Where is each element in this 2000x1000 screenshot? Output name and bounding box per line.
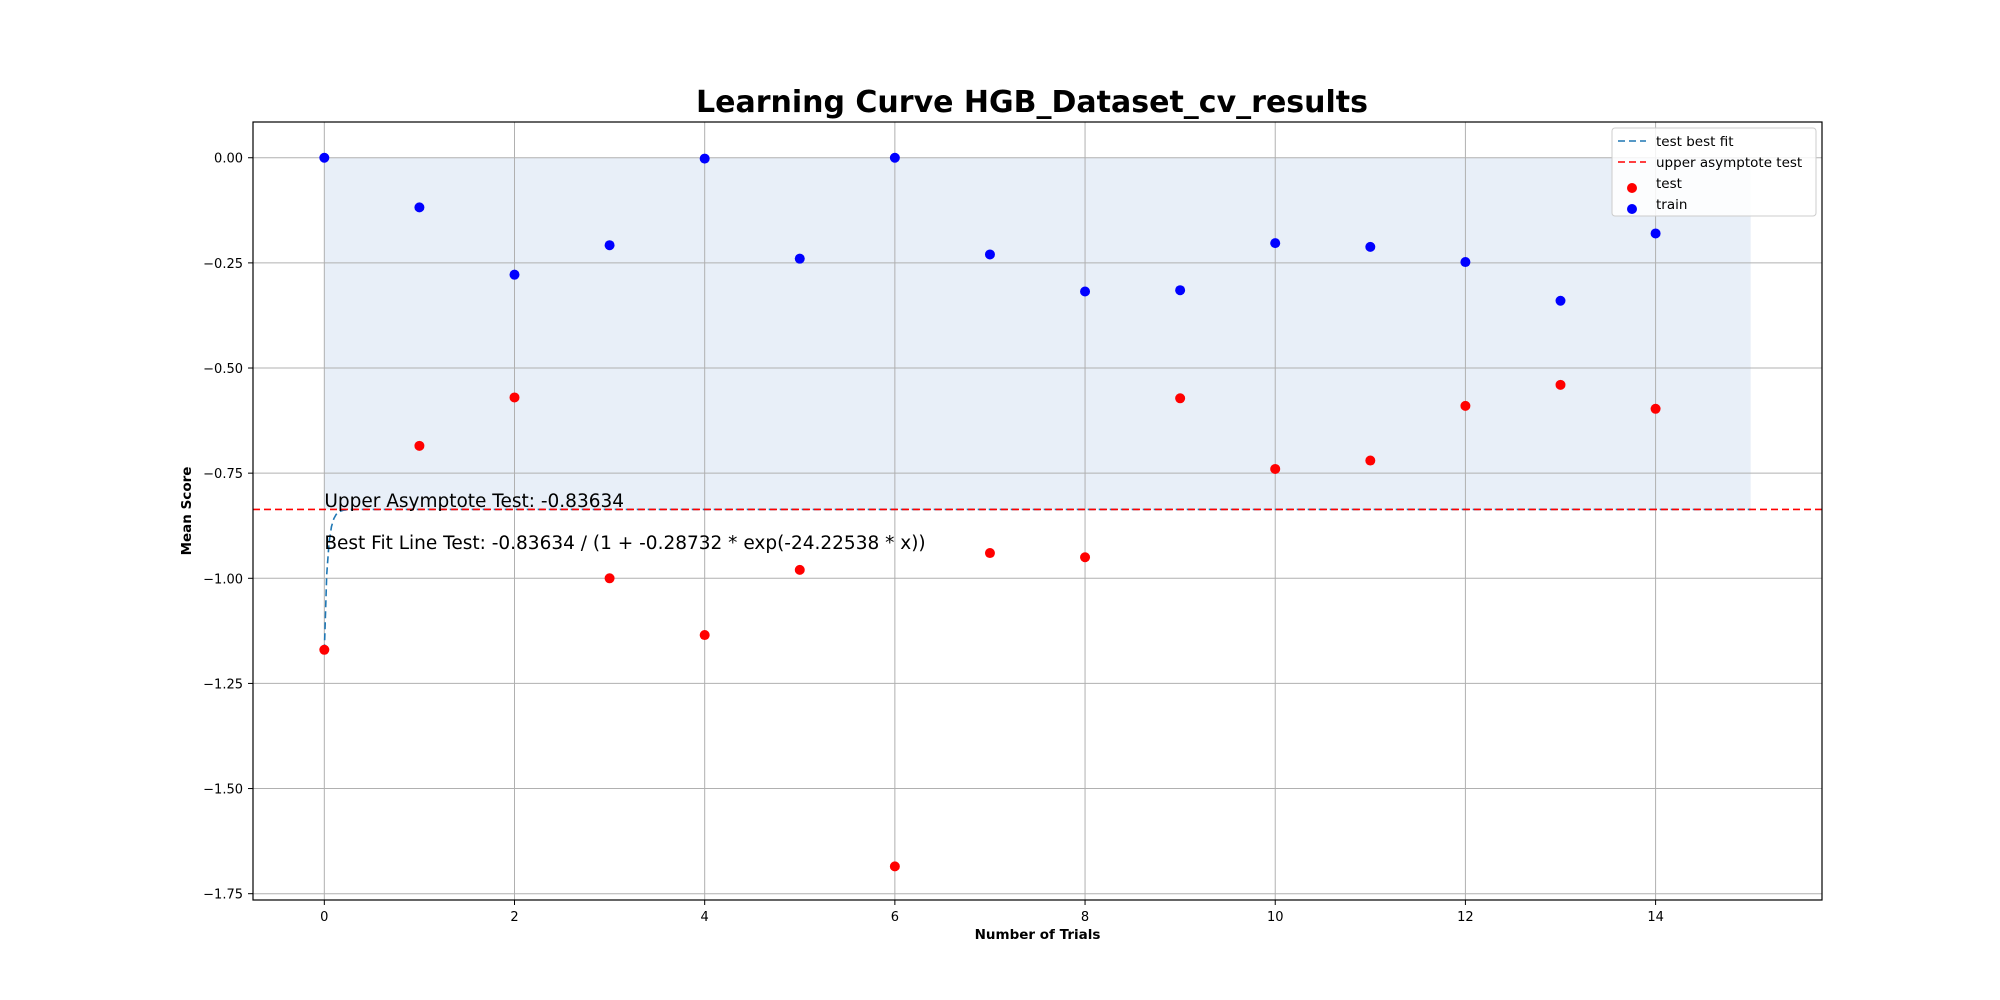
legend-label-test-best-fit: test best fit <box>1656 134 1734 150</box>
plot-area: Upper Asymptote Test: -0.83634 Best Fit … <box>252 121 1823 901</box>
test-point <box>794 564 805 575</box>
x-tick-label: 8 <box>1081 910 1089 925</box>
train-point <box>319 152 330 163</box>
test-point <box>509 392 520 403</box>
y-tick-label: −0.25 <box>203 257 243 272</box>
plot-frame <box>252 121 1823 901</box>
series-lines <box>253 508 1822 652</box>
y-axis-label: Mean Score <box>179 467 195 556</box>
x-tick-label: 10 <box>1267 910 1284 925</box>
x-tick-label: 0 <box>320 910 328 925</box>
test-point <box>1460 400 1471 411</box>
y-tick-label: −1.00 <box>203 572 243 587</box>
train-point <box>1650 228 1661 239</box>
train-point <box>1460 257 1471 268</box>
x-tick-label: 6 <box>891 910 899 925</box>
train-point <box>414 202 425 213</box>
train-point <box>699 153 710 164</box>
test-point <box>889 861 900 872</box>
x-axis: 0 2 4 6 8 10 12 14 <box>320 900 1664 925</box>
train-point <box>1270 238 1281 249</box>
y-tick-label: −1.25 <box>203 677 243 692</box>
x-tick-label: 4 <box>701 910 709 925</box>
train-point <box>889 152 900 163</box>
x-tick-label: 14 <box>1647 910 1664 925</box>
train-point <box>984 249 995 260</box>
test-point <box>1555 379 1566 390</box>
y-tick-label: −1.75 <box>203 888 243 903</box>
test-point <box>1080 552 1091 563</box>
x-tick-label: 12 <box>1457 910 1474 925</box>
annotation-best-fit-formula: Best Fit Line Test: -0.83634 / (1 + -0.2… <box>324 533 925 554</box>
train-point <box>1555 295 1566 306</box>
y-tick-label: 0.00 <box>214 152 243 167</box>
y-tick-label: −0.50 <box>203 362 243 377</box>
train-point <box>604 240 615 251</box>
annotation-upper-asymptote: Upper Asymptote Test: -0.83634 <box>324 491 624 512</box>
legend-box <box>1611 127 1817 217</box>
train-point <box>1080 286 1091 297</box>
grid <box>253 122 1822 900</box>
test-point <box>414 440 425 451</box>
y-tick-label: −1.50 <box>203 783 243 798</box>
chart-title: Learning Curve HGB_Dataset_cv_results <box>696 85 1368 120</box>
y-axis: 0.00 −0.25 −0.50 −0.75 −1.00 −1.25 −1.50 −1.75 <box>203 152 253 903</box>
test-point <box>1650 403 1661 414</box>
test-point <box>319 644 330 655</box>
series-points <box>319 152 1661 872</box>
test-point <box>1365 455 1376 466</box>
x-axis-label: Number of Trials <box>975 927 1101 943</box>
legend-label-upper-asymptote-test: upper asymptote test <box>1656 155 1802 171</box>
test-point <box>699 630 710 641</box>
shaded-region <box>324 157 1751 510</box>
test-point <box>984 548 995 559</box>
legend-marker-test <box>1627 183 1637 193</box>
train-point <box>794 253 805 264</box>
train-point <box>1175 285 1186 296</box>
test-point <box>1175 393 1186 404</box>
test-point <box>1270 463 1281 474</box>
y-tick-label: −0.75 <box>203 467 243 482</box>
legend-marker-train <box>1627 204 1637 214</box>
train-point <box>1365 241 1376 252</box>
legend: test best fit upper asymptote test test tra… <box>1611 127 1817 217</box>
legend-label-train: train <box>1656 197 1687 213</box>
x-tick-label: 2 <box>510 910 518 925</box>
test-point <box>604 573 615 584</box>
train-point <box>509 269 520 280</box>
legend-label-test: test <box>1656 176 1682 192</box>
annotations: Upper Asymptote Test: -0.83634 Best Fit … <box>324 491 925 554</box>
